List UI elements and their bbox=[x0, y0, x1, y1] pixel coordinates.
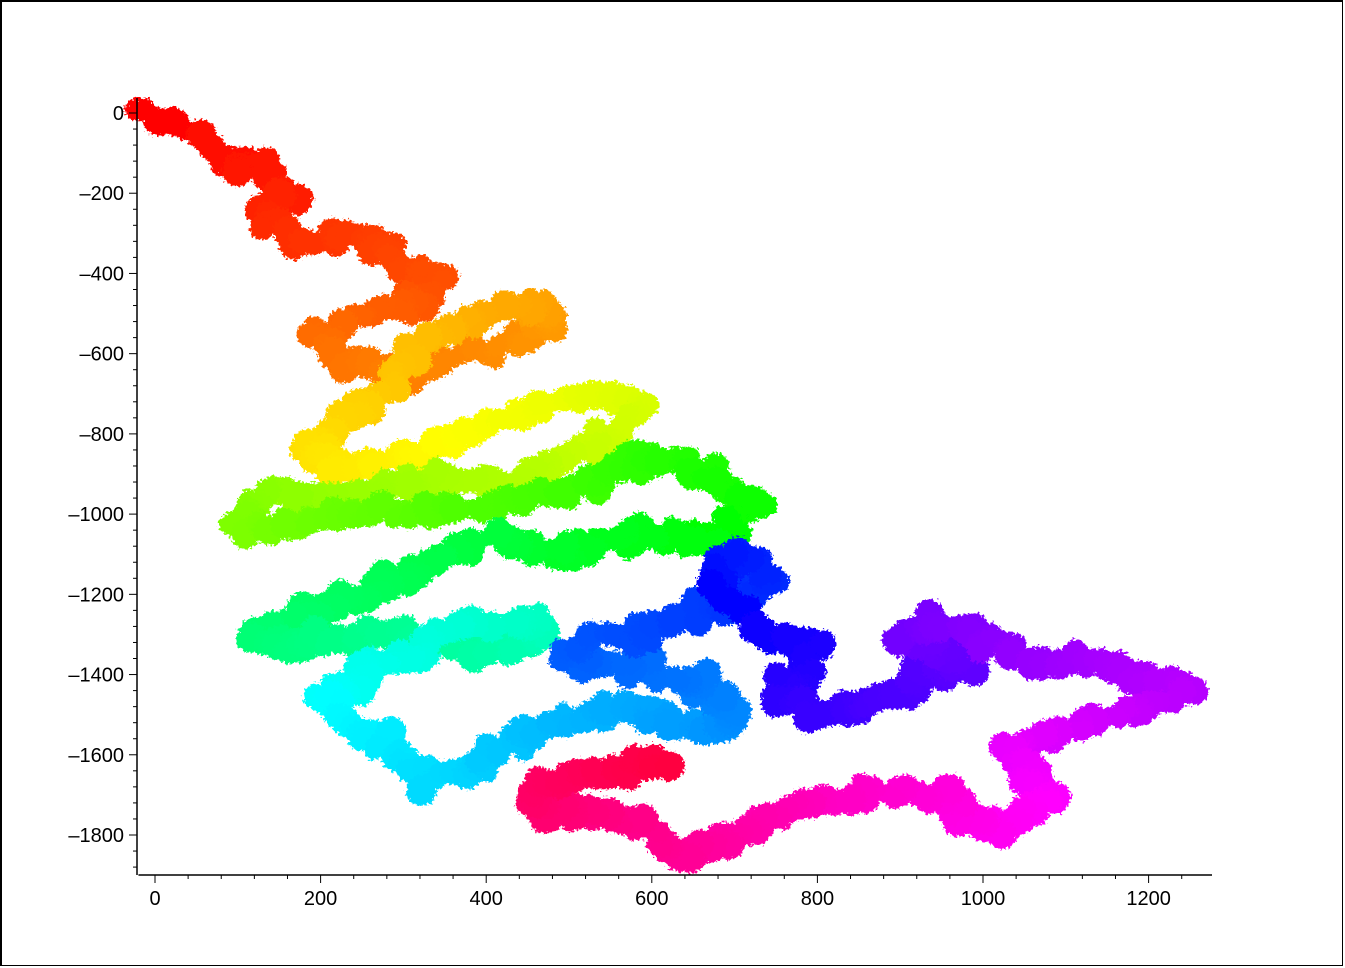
walk-point bbox=[315, 638, 334, 657]
walk-point bbox=[931, 622, 952, 643]
walk-point bbox=[708, 680, 740, 712]
y-tick-label: –800 bbox=[80, 424, 125, 446]
walk-point bbox=[425, 457, 449, 482]
walk-point bbox=[387, 259, 412, 284]
walk-point bbox=[302, 238, 320, 256]
walk-point bbox=[1072, 719, 1094, 742]
walk-point bbox=[1024, 771, 1043, 790]
walk-point bbox=[486, 408, 509, 431]
walk-point bbox=[527, 391, 553, 417]
x-tick-label: 0 bbox=[149, 888, 160, 910]
walk-point bbox=[413, 259, 431, 277]
walk-point bbox=[554, 530, 580, 556]
walk-point bbox=[406, 775, 437, 806]
x-tick-label: 800 bbox=[801, 888, 834, 910]
y-tick-label: –1600 bbox=[68, 745, 124, 767]
walk-point bbox=[1142, 668, 1169, 695]
walk-point bbox=[466, 466, 489, 490]
x-axis-ticks: 0 200 400 600 800 1000 1200 bbox=[149, 875, 1183, 910]
walk-point bbox=[981, 627, 1001, 647]
y-tick-label: –600 bbox=[80, 344, 125, 366]
walk-point bbox=[498, 637, 526, 665]
walk-point bbox=[202, 134, 225, 157]
walk-point bbox=[727, 539, 746, 558]
walk-point bbox=[350, 478, 368, 495]
walk-point bbox=[629, 805, 658, 834]
walk-point bbox=[449, 612, 475, 638]
walk-point bbox=[1128, 673, 1147, 692]
axes: 0 200 400 600 800 1000 1200 0 –200 –400 –600 –800 –… bbox=[68, 98, 1212, 910]
walk-point bbox=[413, 321, 442, 350]
walk-point bbox=[810, 630, 836, 656]
y-tick-label: –1800 bbox=[68, 825, 124, 847]
walk-point bbox=[295, 515, 315, 536]
walk-point bbox=[402, 309, 420, 327]
walk-point bbox=[508, 611, 531, 633]
walk-point bbox=[510, 334, 532, 356]
walk-point bbox=[483, 517, 514, 548]
walk-point bbox=[592, 461, 612, 482]
walk-point bbox=[392, 379, 412, 399]
x-tick-label: 400 bbox=[470, 888, 503, 910]
y-tick-label: –400 bbox=[80, 263, 125, 285]
walk-point bbox=[618, 517, 639, 538]
walk-point bbox=[411, 490, 438, 517]
walk-point bbox=[608, 534, 626, 553]
walk-point bbox=[474, 417, 492, 436]
walk-point bbox=[487, 744, 510, 767]
walk-point bbox=[451, 416, 477, 442]
y-tick-label: 0 bbox=[113, 103, 124, 125]
walk-point bbox=[282, 481, 314, 513]
walk-point bbox=[364, 742, 383, 760]
y-tick-label: –1200 bbox=[68, 584, 124, 606]
walk-point bbox=[654, 751, 685, 782]
walk-point bbox=[358, 407, 376, 425]
walk-point bbox=[588, 694, 618, 725]
x-tick-label: 1000 bbox=[961, 888, 1006, 910]
walk-point bbox=[546, 478, 576, 508]
walk-point bbox=[659, 602, 692, 635]
walk-point bbox=[376, 244, 398, 265]
walk-point bbox=[884, 787, 905, 809]
walk-point bbox=[316, 460, 344, 488]
walk-point bbox=[400, 469, 423, 492]
walk-point bbox=[652, 709, 685, 742]
walk-point bbox=[161, 108, 190, 137]
walk-point bbox=[395, 759, 414, 778]
walk-point bbox=[670, 671, 691, 692]
walk-point bbox=[884, 628, 914, 658]
y-tick-label: –1400 bbox=[68, 665, 124, 687]
walk-point bbox=[581, 438, 609, 466]
walk-trace bbox=[124, 97, 1209, 874]
x-tick-label: 200 bbox=[304, 888, 337, 910]
walk-point bbox=[282, 521, 300, 539]
walk-point bbox=[536, 711, 558, 733]
walk-point bbox=[557, 720, 575, 739]
y-tick-label: –200 bbox=[80, 183, 125, 205]
walk-point bbox=[384, 508, 405, 529]
walk-point bbox=[749, 571, 767, 589]
walk-point bbox=[401, 578, 420, 597]
y-axis-ticks: 0 –200 –400 –600 –800 –1000 –1200 –1400 –1600 –18… bbox=[68, 103, 137, 868]
walk-point bbox=[473, 641, 498, 666]
walk-point bbox=[438, 493, 469, 523]
walk-point bbox=[377, 653, 401, 676]
walk-point bbox=[249, 215, 275, 241]
walk-point bbox=[955, 796, 977, 818]
walk-point bbox=[124, 98, 148, 121]
walk-point bbox=[486, 338, 506, 357]
walk-point bbox=[752, 615, 769, 633]
walk-point bbox=[222, 156, 253, 187]
y-tick-label: –1000 bbox=[68, 504, 124, 526]
walk-point bbox=[407, 647, 426, 667]
walk-point bbox=[807, 704, 830, 727]
walk-point bbox=[646, 527, 670, 551]
x-tick-label: 600 bbox=[635, 888, 668, 910]
x-tick-label: 1200 bbox=[1126, 888, 1171, 910]
walk-point bbox=[1109, 711, 1126, 728]
walk-point bbox=[762, 662, 791, 690]
